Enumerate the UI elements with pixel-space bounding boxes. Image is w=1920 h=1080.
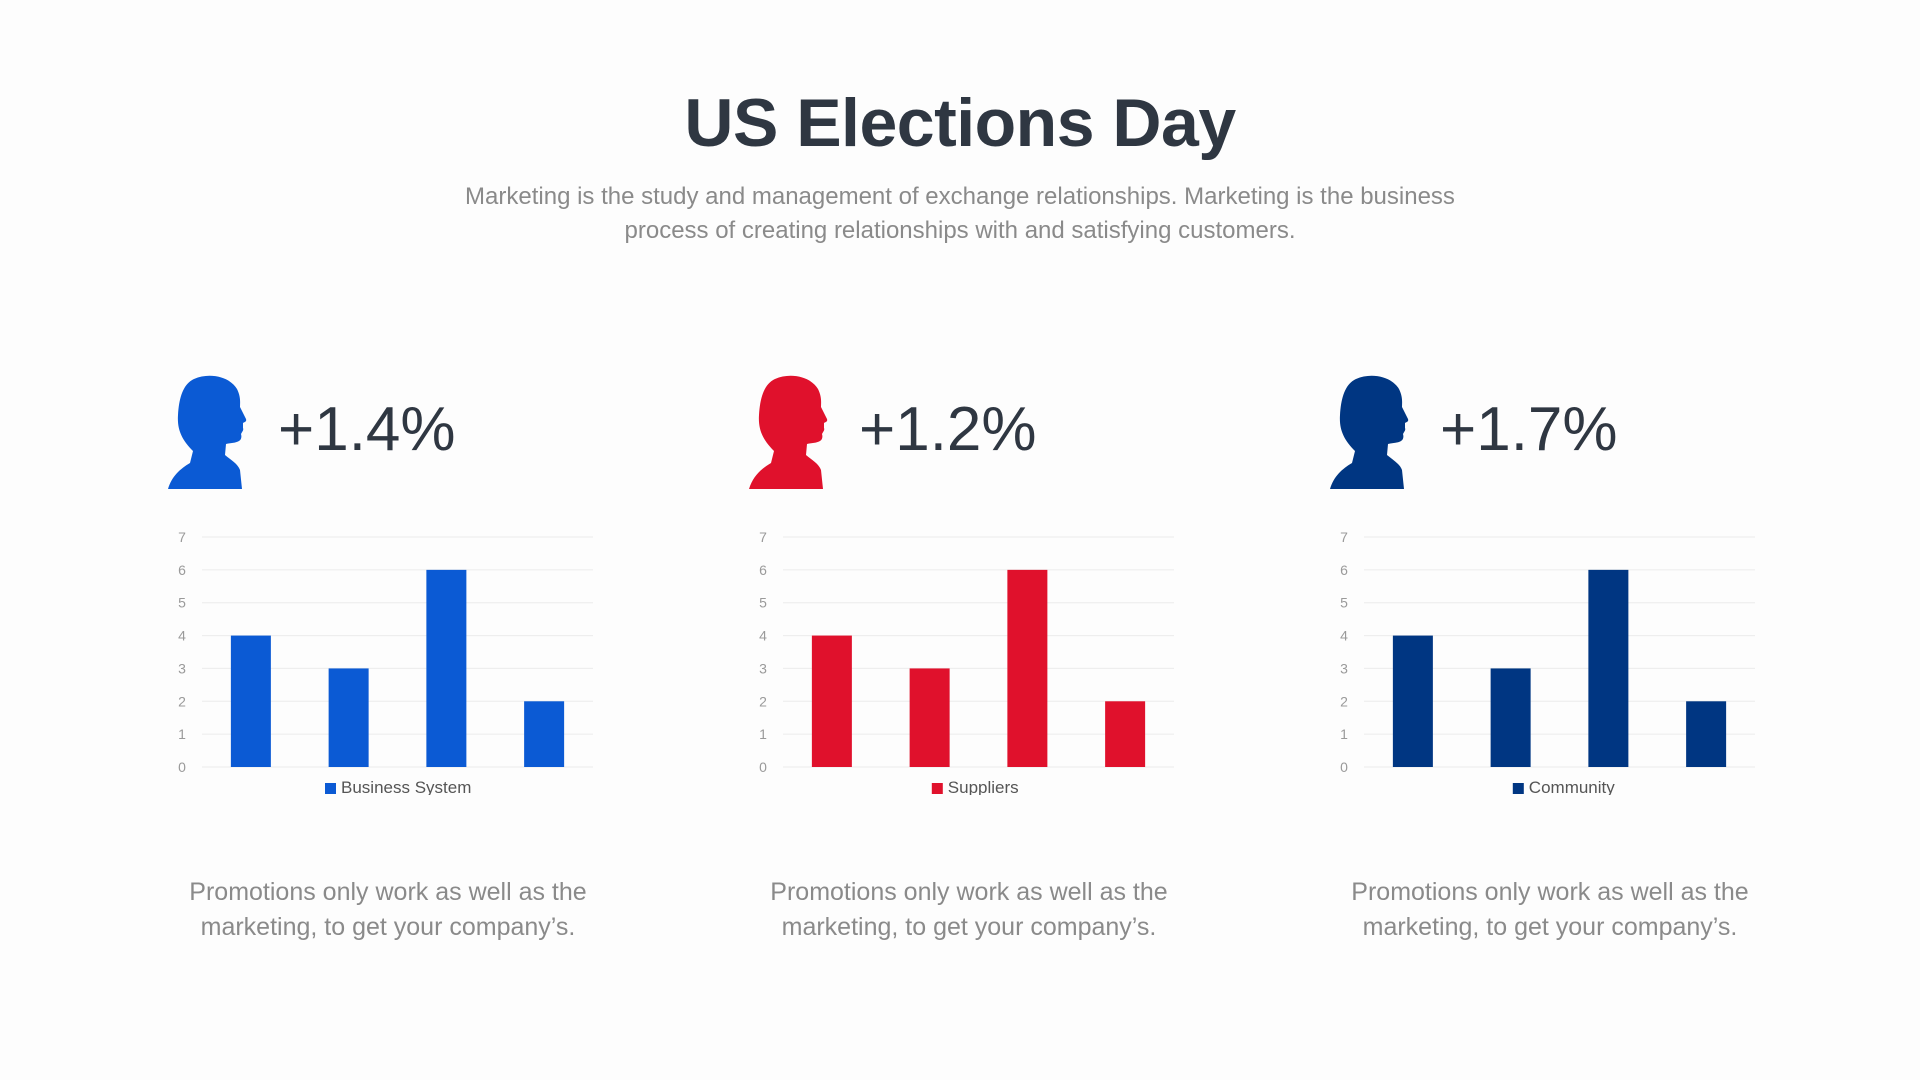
bar-chart: 0 1 2 3 4 5 6 7 Business System: [178, 529, 593, 795]
bar: [1686, 701, 1727, 767]
bar: [1105, 701, 1146, 767]
y-tick-label: 0: [1340, 759, 1348, 775]
bar-chart: 0 1 2 3 4 5 6 7 Suppliers: [759, 529, 1174, 795]
panel-caption: Promotions only work as well as the mark…: [770, 878, 1168, 941]
legend-label: Business System: [341, 778, 471, 795]
y-tick-label: 3: [178, 660, 186, 676]
y-tick-label: 7: [1340, 529, 1348, 545]
y-tick-label: 4: [178, 628, 186, 644]
legend-swatch: [931, 783, 943, 794]
bar: [1490, 668, 1531, 767]
bar: [524, 701, 565, 767]
y-tick-label: 0: [178, 759, 186, 775]
bar: [811, 635, 852, 767]
chart-legend: Business System: [325, 778, 471, 795]
legend-swatch: [1512, 783, 1524, 794]
chart-legend: Suppliers: [931, 778, 1019, 795]
y-tick-label: 1: [178, 726, 186, 742]
bar: [909, 668, 950, 767]
percent-value: +1.2%: [859, 395, 1037, 464]
bar: [1588, 569, 1629, 767]
y-tick-label: 2: [1340, 693, 1348, 709]
y-tick-label: 7: [178, 529, 186, 545]
page-title: US Elections Day: [684, 85, 1236, 161]
bar: [1007, 569, 1048, 767]
y-tick-label: 7: [759, 529, 767, 545]
bar-chart: 0 1 2 3 4 5 6 7 Community: [1340, 529, 1755, 795]
y-tick-label: 5: [178, 595, 186, 611]
bar: [1392, 635, 1433, 767]
bar: [328, 668, 369, 767]
y-tick-label: 5: [1340, 595, 1348, 611]
y-tick-label: 4: [759, 628, 767, 644]
legend-label: Suppliers: [948, 778, 1019, 795]
y-tick-label: 5: [759, 595, 767, 611]
page-subtitle: Marketing is the study and management of…: [465, 183, 1455, 244]
chart-legend: Community: [1512, 778, 1615, 795]
y-tick-label: 6: [1340, 562, 1348, 578]
y-tick-label: 6: [178, 562, 186, 578]
y-tick-label: 2: [759, 693, 767, 709]
percent-value: +1.4%: [278, 395, 456, 464]
y-tick-label: 1: [1340, 726, 1348, 742]
person-head-silhouette-icon: [168, 375, 247, 489]
y-tick-label: 0: [759, 759, 767, 775]
stat-panel-suppliers: +1.2% 0 1 2 3 4 5 6 7 Suppliers Promotions only …: [749, 375, 1209, 955]
percent-value: +1.7%: [1440, 395, 1618, 464]
stat-panel-community: +1.7% 0 1 2 3 4 5 6 7 Community Promotions only …: [1330, 375, 1790, 955]
legend-label: Community: [1529, 778, 1615, 795]
person-head-silhouette-icon: [1330, 375, 1409, 489]
person-head-silhouette-icon: [749, 375, 828, 489]
y-tick-label: 6: [759, 562, 767, 578]
panel-caption: Promotions only work as well as the mark…: [1351, 878, 1749, 941]
y-tick-label: 2: [178, 693, 186, 709]
stat-panel-business-system: +1.4% 0 1 2 3 4 5 6 7 Business System Promotions…: [168, 375, 628, 955]
y-tick-label: 3: [1340, 660, 1348, 676]
panel-caption: Promotions only work as well as the mark…: [189, 878, 587, 941]
legend-swatch: [325, 783, 336, 794]
y-tick-label: 4: [1340, 628, 1348, 644]
bar: [230, 635, 271, 767]
bar: [426, 569, 467, 767]
y-tick-label: 1: [759, 726, 767, 742]
y-tick-label: 3: [759, 660, 767, 676]
